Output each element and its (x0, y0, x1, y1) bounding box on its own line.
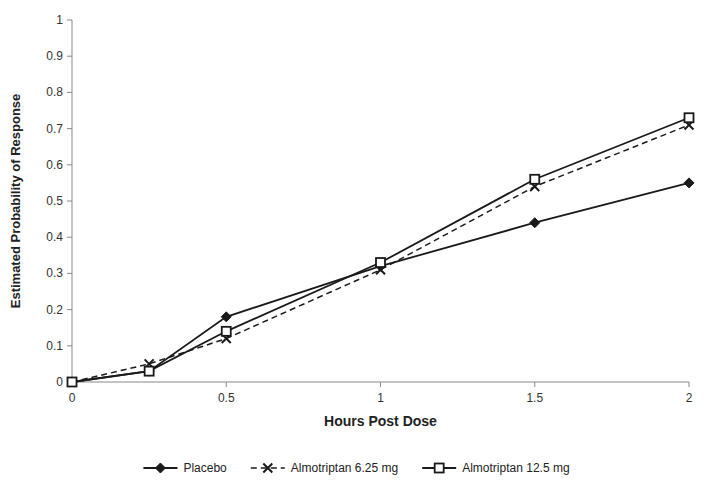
y-tick (67, 20, 72, 21)
y-tick-label: 0.4 (46, 230, 63, 244)
chart: 0 0.5 1 1.5 2 0 0.1 0.2 0.3 0.4 0.5 0.6 0.7 0.8 0.9 1 Ho… (0, 0, 713, 494)
axes: 0 0.5 1 1.5 2 0 0.1 0.2 0.3 0.4 0.5 0.6 0.7 0.8 0.9 1 (46, 13, 692, 405)
y-tick-label: 0.6 (46, 158, 63, 172)
x-tick-label: 1 (377, 391, 384, 405)
point (68, 378, 77, 387)
y-tick-label: 0.5 (46, 194, 63, 208)
line (72, 183, 689, 382)
legend-label: Almotriptan 6.25 mg (291, 461, 398, 475)
x-tick-label: 2 (686, 391, 693, 405)
point (530, 218, 540, 228)
legend-label: Placebo (183, 461, 227, 475)
y-tick-label: 0.2 (46, 303, 63, 317)
point (144, 366, 154, 376)
legend-item: Placebo (143, 461, 227, 475)
legend-item: Almotriptan 6.25 mg (251, 461, 398, 475)
y-tick-label: 0.9 (46, 49, 63, 63)
point (684, 178, 694, 188)
y-tick (67, 201, 72, 202)
y-tick-label: 0.1 (46, 339, 63, 353)
y-tick (67, 273, 72, 274)
y-tick (67, 128, 72, 129)
x-axis-label: Hours Post Dose (324, 413, 437, 429)
x-tick-label: 0.5 (218, 391, 235, 405)
legend-label: Almotriptan 12.5 mg (462, 461, 569, 475)
y-tick-label: 0.7 (46, 122, 63, 136)
point (145, 367, 154, 376)
plot-area (67, 113, 694, 387)
series (68, 113, 694, 386)
x-tick (534, 382, 535, 387)
y-tick-label: 0.3 (46, 266, 63, 280)
y-tick (67, 237, 72, 238)
legend-marker (263, 464, 272, 473)
y-tick (67, 56, 72, 57)
y-tick-label: 0.8 (46, 85, 63, 99)
point (530, 175, 539, 184)
line (72, 118, 689, 382)
legend-item: Almotriptan 12.5 mg (422, 461, 569, 475)
y-tick (67, 92, 72, 93)
point (68, 378, 77, 387)
point (67, 377, 77, 387)
series (68, 120, 694, 386)
y-tick (67, 345, 72, 346)
series (67, 178, 694, 387)
x-tick-label: 1.5 (526, 391, 543, 405)
point (376, 258, 385, 267)
x-tick (689, 382, 690, 387)
x-tick-label: 0 (69, 391, 76, 405)
x-tick (380, 382, 381, 387)
y-tick-label: 0 (56, 375, 63, 389)
line (72, 125, 689, 382)
y-tick-label: 1 (56, 13, 63, 27)
point (685, 113, 694, 122)
y-tick (67, 309, 72, 310)
y-axis-label: Estimated Probability of Response (8, 94, 23, 309)
point (221, 312, 231, 322)
legend-marker (155, 463, 165, 473)
legend: Placebo Almotriptan 6.25 mg Almotriptan 12… (143, 461, 569, 475)
x-tick (226, 382, 227, 387)
y-tick (67, 164, 72, 165)
point (222, 327, 231, 336)
legend-marker (435, 464, 444, 473)
